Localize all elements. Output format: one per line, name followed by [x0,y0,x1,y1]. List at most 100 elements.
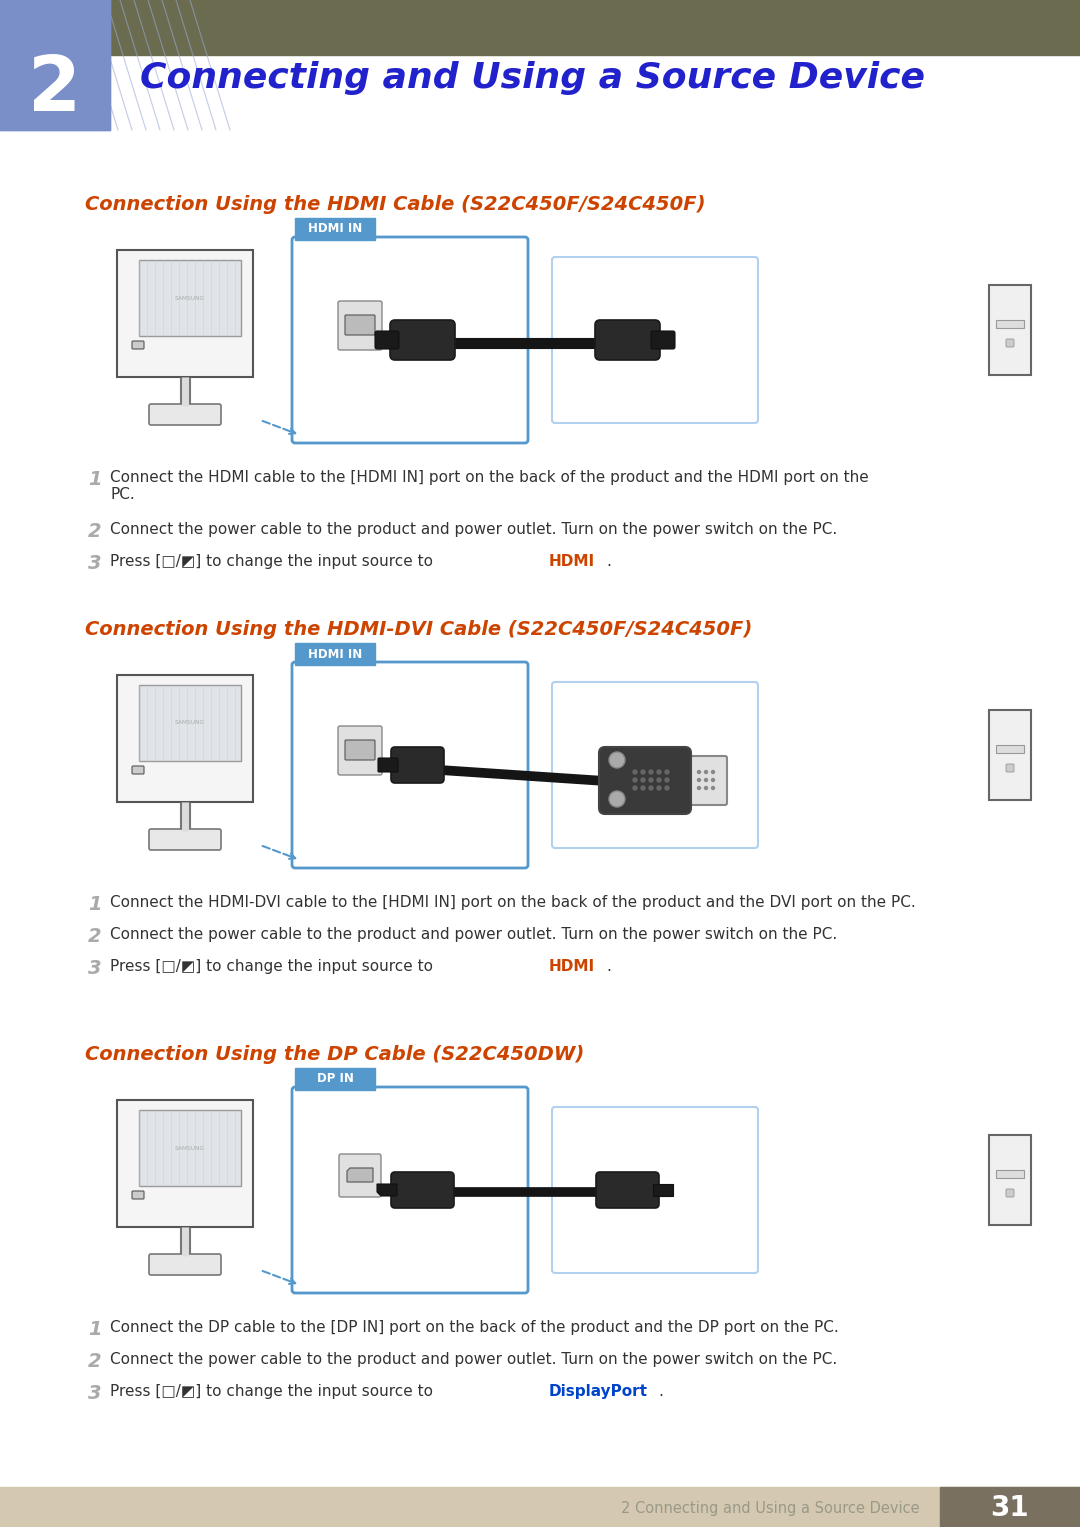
Text: SAMSUNG: SAMSUNG [175,721,205,725]
Text: Connect the power cable to the product and power outlet. Turn on the power switc: Connect the power cable to the product a… [110,927,837,942]
Polygon shape [653,1183,673,1196]
Text: Connecting and Using a Source Device: Connecting and Using a Source Device [140,61,924,95]
Text: DP IN: DP IN [316,1072,353,1086]
FancyBboxPatch shape [375,331,399,350]
Text: 3: 3 [87,959,102,977]
Text: HDMI: HDMI [549,554,594,570]
Text: SAMSUNG: SAMSUNG [175,1145,205,1150]
Text: Press [□/◩] to change the input source to: Press [□/◩] to change the input source t… [110,959,437,974]
Bar [996,745,1024,753]
FancyBboxPatch shape [117,250,253,377]
FancyBboxPatch shape [599,747,691,814]
Circle shape [665,777,669,782]
Text: HDMI IN: HDMI IN [308,223,362,235]
Circle shape [704,779,707,782]
FancyBboxPatch shape [132,341,144,350]
Circle shape [698,786,701,789]
Text: 2: 2 [28,53,82,127]
Circle shape [649,777,653,782]
Text: Press [□/◩] to change the input source to: Press [□/◩] to change the input source t… [110,554,437,570]
Circle shape [665,770,669,774]
Text: .: . [606,959,611,974]
Bar [0,0,110,130]
FancyBboxPatch shape [339,1154,381,1197]
Bar [940,1487,1080,1527]
Circle shape [712,771,715,774]
FancyBboxPatch shape [132,767,144,774]
Text: Connection Using the DP Cable (S22C450DW): Connection Using the DP Cable (S22C450DW… [85,1044,584,1064]
FancyBboxPatch shape [292,1087,528,1293]
Text: 2: 2 [87,522,102,541]
FancyBboxPatch shape [338,301,382,350]
FancyBboxPatch shape [989,1135,1031,1225]
FancyBboxPatch shape [552,1107,758,1274]
FancyBboxPatch shape [117,1099,253,1228]
FancyBboxPatch shape [345,315,375,334]
Bar [139,686,241,760]
FancyBboxPatch shape [688,756,727,805]
Bar [996,1170,1024,1177]
Text: Connect the power cable to the product and power outlet. Turn on the power switc: Connect the power cable to the product a… [110,522,837,538]
Text: 3: 3 [87,1383,102,1403]
FancyBboxPatch shape [552,257,758,423]
FancyBboxPatch shape [391,747,444,783]
Text: Press [□/◩] to change the input source to: Press [□/◩] to change the input source t… [110,1383,437,1399]
FancyBboxPatch shape [149,1254,221,1275]
Text: 2: 2 [87,927,102,947]
Bar [0,1487,1080,1527]
Circle shape [704,786,707,789]
Text: Connect the power cable to the product and power outlet. Turn on the power switc: Connect the power cable to the product a… [110,1351,837,1367]
Polygon shape [347,1168,373,1182]
FancyBboxPatch shape [338,725,382,776]
Circle shape [642,770,645,774]
FancyBboxPatch shape [149,405,221,425]
Circle shape [609,791,625,806]
Bar [996,321,1024,328]
Text: 1: 1 [87,1319,102,1339]
FancyBboxPatch shape [651,331,675,350]
Text: Connection Using the HDMI-DVI Cable (S22C450F/S24C450F): Connection Using the HDMI-DVI Cable (S22… [85,620,753,638]
Text: Connect the DP cable to the [DP IN] port on the back of the product and the DP p: Connect the DP cable to the [DP IN] port… [110,1319,839,1335]
Text: SAMSUNG: SAMSUNG [175,296,205,301]
Bar [295,643,375,664]
FancyBboxPatch shape [552,683,758,847]
FancyBboxPatch shape [989,286,1031,376]
FancyBboxPatch shape [345,741,375,760]
Text: Connect the HDMI-DVI cable to the [HDMI IN] port on the back of the product and : Connect the HDMI-DVI cable to the [HDMI … [110,895,916,910]
Circle shape [649,786,653,789]
Polygon shape [377,1183,397,1196]
FancyBboxPatch shape [1005,339,1014,347]
Circle shape [704,771,707,774]
Bar [295,1067,375,1090]
Circle shape [698,779,701,782]
Circle shape [642,777,645,782]
Text: 2 Connecting and Using a Source Device: 2 Connecting and Using a Source Device [621,1501,920,1515]
FancyBboxPatch shape [595,321,660,360]
Circle shape [609,751,625,768]
Circle shape [712,779,715,782]
FancyBboxPatch shape [292,663,528,867]
Text: 1: 1 [87,895,102,915]
FancyBboxPatch shape [1005,764,1014,773]
Bar [139,1110,241,1186]
FancyBboxPatch shape [378,757,399,773]
Circle shape [633,786,637,789]
Text: HDMI: HDMI [549,959,594,974]
Circle shape [649,770,653,774]
FancyBboxPatch shape [390,321,455,360]
Circle shape [657,777,661,782]
FancyBboxPatch shape [117,675,253,802]
Text: DisplayPort: DisplayPort [549,1383,647,1399]
FancyBboxPatch shape [989,710,1031,800]
FancyBboxPatch shape [132,1191,144,1199]
Text: 2: 2 [87,1351,102,1371]
Text: .: . [659,1383,664,1399]
Circle shape [657,786,661,789]
Circle shape [698,771,701,774]
Bar [0,0,110,130]
Circle shape [633,777,637,782]
Text: 31: 31 [990,1493,1029,1522]
Bar [139,260,241,336]
Circle shape [657,770,661,774]
Bar [295,218,375,240]
